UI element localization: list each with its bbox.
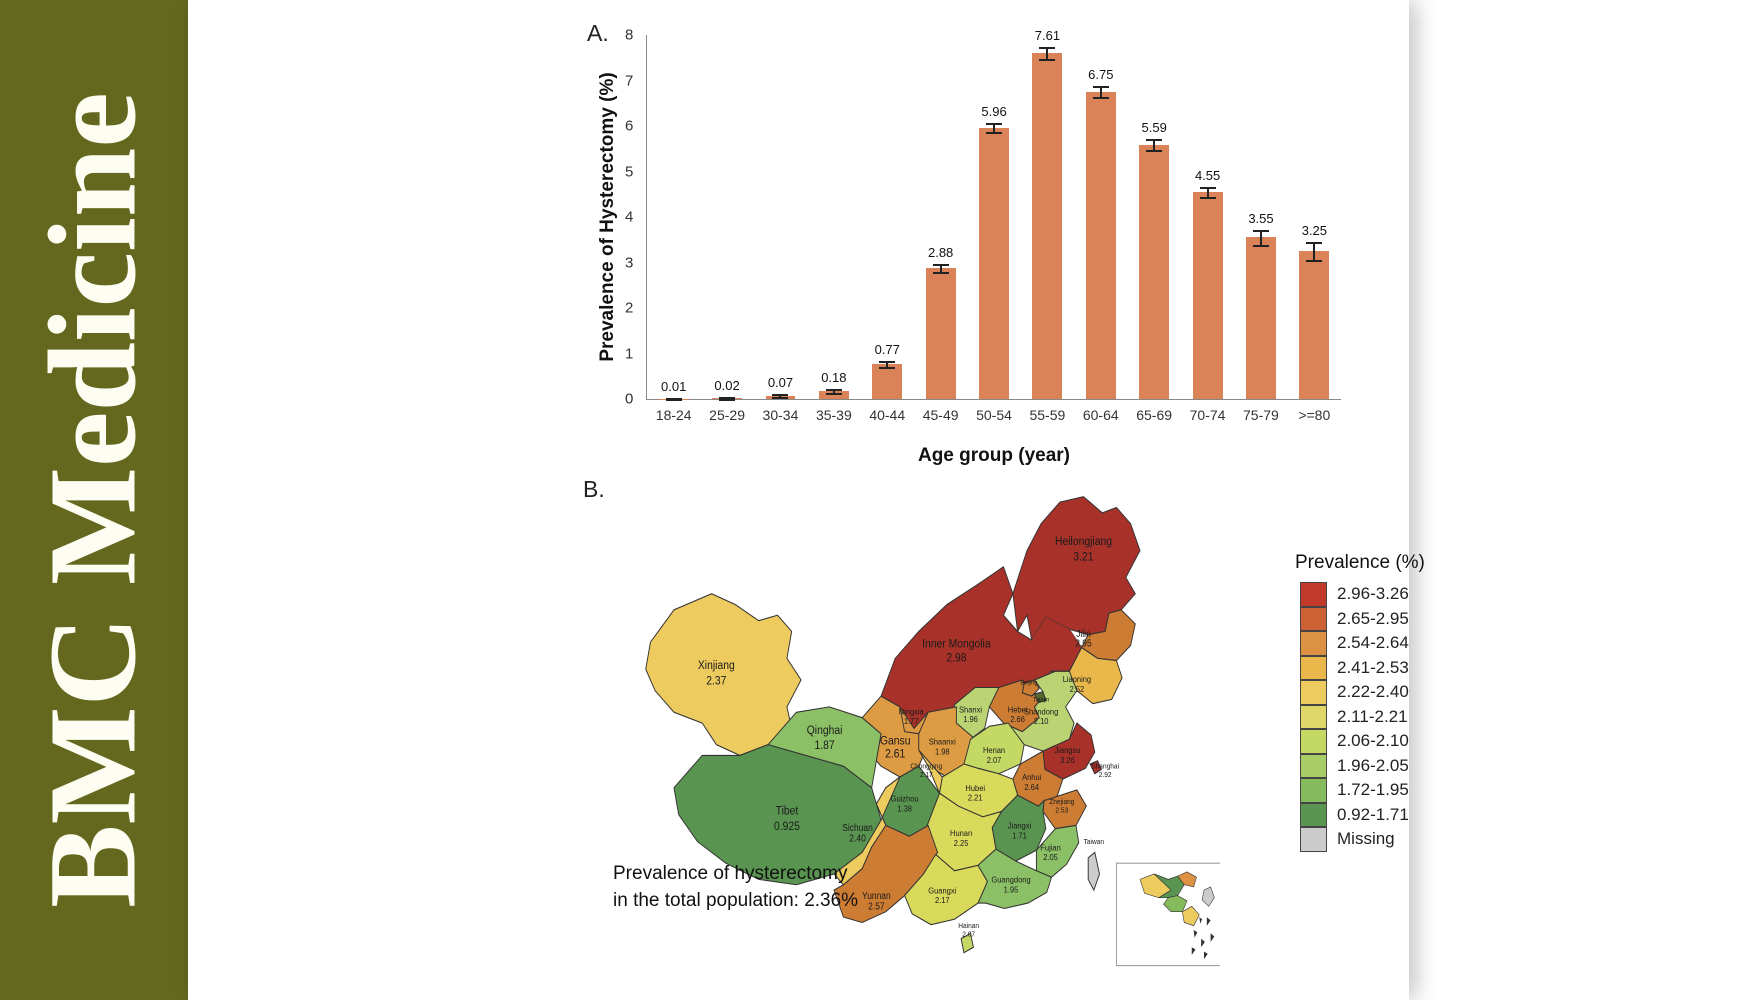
svg-text:Beijing: Beijing — [1020, 680, 1037, 686]
svg-text:1.98: 1.98 — [935, 747, 950, 757]
svg-text:2.25: 2.25 — [954, 838, 969, 848]
svg-text:Guangdong: Guangdong — [991, 875, 1030, 885]
svg-text:Zhejiang: Zhejiang — [1049, 798, 1074, 807]
svg-text:Hubei: Hubei — [965, 784, 985, 794]
svg-text:2.52: 2.52 — [1070, 684, 1085, 694]
svg-text:Ningxia: Ningxia — [899, 707, 925, 717]
svg-text:1.71: 1.71 — [1012, 831, 1027, 841]
svg-text:Tibet: Tibet — [776, 805, 799, 818]
svg-text:Jiangsu: Jiangsu — [1055, 746, 1081, 756]
svg-text:Sichuan: Sichuan — [842, 822, 873, 833]
svg-text:2.05: 2.05 — [1043, 853, 1058, 863]
svg-text:Gansu: Gansu — [880, 735, 910, 748]
svg-text:Yunnan: Yunnan — [862, 890, 891, 901]
svg-text:Xinjiang: Xinjiang — [698, 660, 735, 673]
svg-text:Hunan: Hunan — [950, 829, 972, 839]
svg-text:Heilongjiang: Heilongjiang — [1055, 536, 1112, 549]
svg-text:2.92: 2.92 — [1099, 771, 1112, 780]
svg-text:2.95: 2.95 — [1075, 638, 1091, 649]
svg-text:2.17: 2.17 — [935, 896, 950, 906]
svg-text:1.77: 1.77 — [904, 717, 919, 727]
svg-text:Jiangxi: Jiangxi — [1008, 821, 1032, 831]
svg-text:2.61: 2.61 — [885, 748, 905, 761]
svg-text:1.87: 1.87 — [815, 739, 835, 752]
svg-text:Hainan: Hainan — [958, 921, 979, 930]
svg-text:2.98: 2.98 — [946, 652, 966, 665]
svg-text:Shanxi: Shanxi — [959, 705, 982, 715]
svg-text:2.37: 2.37 — [706, 675, 726, 688]
svg-text:Fujian: Fujian — [1040, 843, 1060, 853]
svg-text:2.07: 2.07 — [987, 755, 1002, 765]
svg-text:Qinghai: Qinghai — [807, 724, 843, 737]
svg-text:Liaoning: Liaoning — [1063, 675, 1091, 685]
svg-text:Shaanxi: Shaanxi — [929, 737, 956, 747]
svg-text:Henan: Henan — [983, 746, 1005, 756]
svg-text:1.96: 1.96 — [963, 715, 978, 725]
svg-text:2.64: 2.64 — [1024, 782, 1039, 792]
svg-text:2.53: 2.53 — [1055, 806, 1068, 815]
svg-text:Anhui: Anhui — [1022, 773, 1041, 783]
svg-text:Guizhou: Guizhou — [891, 794, 919, 804]
svg-text:2.21: 2.21 — [968, 793, 983, 803]
svg-text:Guangxi: Guangxi — [928, 886, 956, 896]
svg-text:Taiwan: Taiwan — [1084, 837, 1105, 846]
svg-text:Shandong: Shandong — [1024, 707, 1058, 717]
svg-text:2.40: 2.40 — [849, 833, 865, 844]
svg-text:Shanghai: Shanghai — [1091, 762, 1119, 771]
svg-text:2.17: 2.17 — [920, 771, 933, 780]
svg-text:2.07: 2.07 — [962, 930, 975, 939]
svg-text:3.21: 3.21 — [1073, 551, 1093, 564]
svg-text:2.10: 2.10 — [1034, 717, 1049, 727]
svg-text:Chongqing: Chongqing — [910, 762, 942, 771]
svg-text:Inner Mongolia: Inner Mongolia — [922, 638, 991, 651]
svg-text:0.925: 0.925 — [774, 820, 800, 833]
svg-text:1.38: 1.38 — [897, 804, 912, 814]
svg-text:Tianjin: Tianjin — [1033, 697, 1049, 703]
svg-text:3.26: 3.26 — [1060, 755, 1075, 765]
svg-text:2.57: 2.57 — [868, 901, 884, 912]
svg-text:1.95: 1.95 — [1004, 885, 1019, 895]
